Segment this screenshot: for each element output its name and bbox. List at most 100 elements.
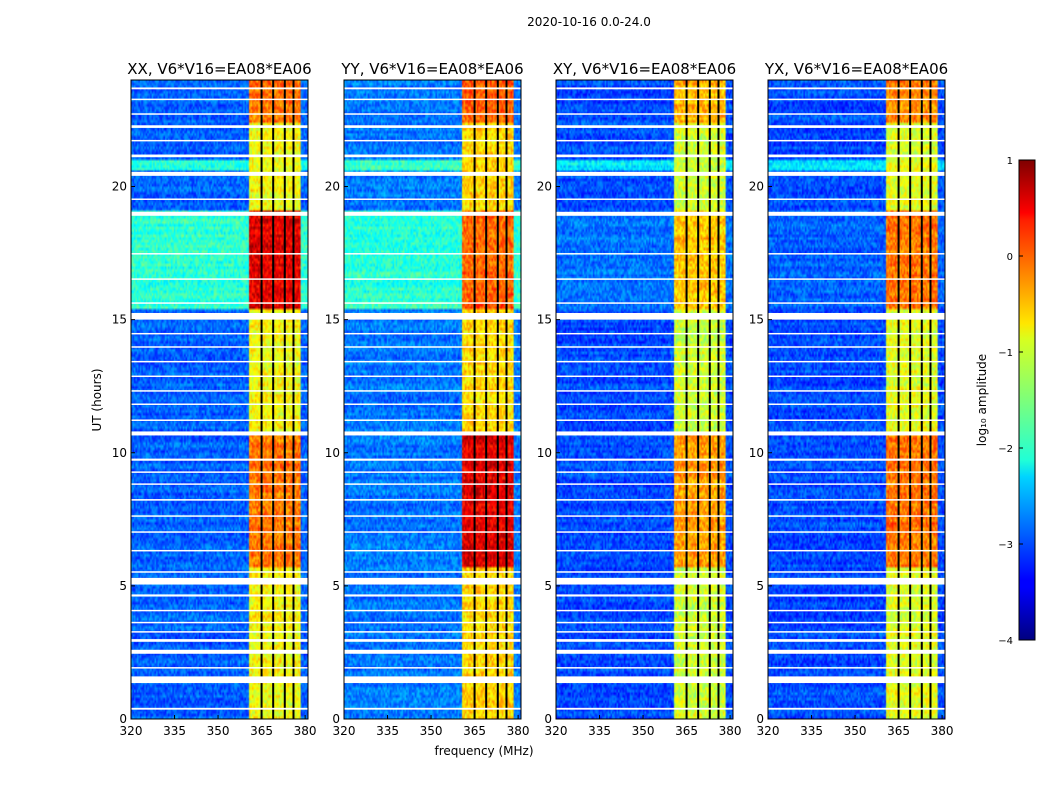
- flagged-row: [344, 98, 521, 101]
- flagged-row: [131, 113, 308, 115]
- flagged-row: [131, 98, 308, 101]
- flagged-row: [131, 154, 308, 158]
- flagged-row: [556, 577, 733, 585]
- y-axis-label: UT (hours): [90, 368, 104, 431]
- flagged-row: [556, 431, 733, 436]
- flagged-row: [556, 139, 733, 142]
- flagged-row: [344, 471, 521, 473]
- flagged-row: [131, 676, 308, 684]
- flagged-row: [131, 667, 308, 669]
- panel-1: XX, V6*V16=EA08*EA06 320 335 350 365 380 0 5 10 1…: [112, 60, 317, 738]
- flagged-row: [344, 639, 521, 642]
- y-tick-label: 0: [119, 712, 127, 726]
- flagged-row: [131, 390, 308, 392]
- flagged-row: [344, 483, 521, 485]
- flagged-row: [768, 419, 945, 421]
- flagged-row: [768, 458, 945, 461]
- flagged-row: [556, 211, 733, 216]
- panel-3: XY, V6*V16=EA08*EA06 320 335 350 365 380 0 5 10 1…: [537, 60, 742, 738]
- flagged-row: [768, 198, 945, 200]
- flagged-row: [768, 332, 945, 335]
- colorbar-gradient: [1018, 159, 1036, 641]
- flagged-row: [344, 531, 521, 533]
- x-tick-label: 365: [675, 724, 698, 738]
- x-tick-label: 350: [632, 724, 655, 738]
- panel-2: YY, V6*V16=EA08*EA06 320 335 350 365 380 0 5 10 1…: [325, 60, 530, 738]
- x-tick-label: 365: [463, 724, 486, 738]
- flagged-row: [768, 113, 945, 115]
- flagged-row: [768, 253, 945, 255]
- flagged-row: [768, 515, 945, 517]
- flagged-row: [131, 332, 308, 335]
- y-tick-label: 5: [119, 579, 127, 593]
- flagged-row: [344, 302, 521, 304]
- flagged-row: [344, 211, 521, 216]
- colorbar-ticks: 1 0 −1 −2 −3 −4: [998, 156, 1023, 647]
- x-tick-label: 350: [844, 724, 867, 738]
- y-tick-label: 20: [325, 180, 340, 194]
- flagged-row: [131, 515, 308, 517]
- flagged-row: [131, 483, 308, 485]
- panels: XX, V6*V16=EA08*EA06 320 335 350 365 380 0 5 10 1…: [112, 60, 954, 738]
- y-tick-label: 5: [332, 579, 340, 593]
- flagged-row: [768, 302, 945, 304]
- flagged-row: [556, 531, 733, 533]
- flagged-row: [556, 649, 733, 654]
- flagged-row: [131, 302, 308, 304]
- flagged-row: [768, 346, 945, 348]
- flagged-row: [556, 707, 733, 710]
- flagged-row: [344, 621, 521, 624]
- x-tick-label: 320: [757, 724, 780, 738]
- flagged-row: [556, 549, 733, 552]
- panel-title: XY, V6*V16=EA08*EA06: [553, 60, 736, 78]
- flagged-row: [344, 649, 521, 654]
- flagged-row: [768, 631, 945, 633]
- x-tick-label: 365: [250, 724, 273, 738]
- y-tick-label: 20: [749, 180, 764, 194]
- flagged-row: [344, 87, 521, 90]
- y-tick-label: 15: [325, 313, 340, 327]
- flagged-row: [131, 278, 308, 280]
- flagged-row: [131, 594, 308, 597]
- flagged-row: [131, 375, 308, 378]
- flagged-row: [556, 346, 733, 348]
- panel-title: YX, V6*V16=EA08*EA06: [764, 60, 948, 78]
- flagged-row: [344, 125, 521, 128]
- colorbar: 1 0 −1 −2 −3 −4 log₁₀ amplitude: [975, 156, 1036, 647]
- x-tick-label: 350: [207, 724, 230, 738]
- flagged-row: [344, 676, 521, 684]
- flagged-row: [344, 332, 521, 335]
- flagged-row: [344, 253, 521, 255]
- flagged-row: [768, 609, 945, 612]
- x-tick-label: 380: [931, 724, 954, 738]
- x-tick-label: 365: [887, 724, 910, 738]
- flagged-row: [768, 577, 945, 585]
- flagged-row: [768, 278, 945, 280]
- spectrum-image: [556, 80, 733, 719]
- y-tick-label: 20: [112, 180, 127, 194]
- flagged-row: [768, 431, 945, 436]
- y-tick-label: 10: [537, 446, 552, 460]
- y-tick-label: 10: [112, 446, 127, 460]
- x-tick-label: 380: [507, 724, 530, 738]
- flagged-row: [344, 403, 521, 405]
- spectrum-image: [768, 80, 945, 719]
- flagged-row: [556, 171, 733, 176]
- flagged-row: [556, 621, 733, 624]
- flagged-row: [768, 87, 945, 90]
- flagged-row: [344, 139, 521, 142]
- flagged-row: [344, 171, 521, 176]
- flagged-row: [131, 531, 308, 533]
- flagged-row: [344, 609, 521, 612]
- flagged-row: [131, 499, 308, 501]
- flagged-row: [768, 403, 945, 405]
- flagged-row: [556, 125, 733, 128]
- flagged-row: [131, 609, 308, 612]
- flagged-row: [556, 609, 733, 612]
- flagged-row: [344, 458, 521, 461]
- flagged-row: [768, 667, 945, 669]
- flagged-row: [344, 431, 521, 436]
- flagged-row: [344, 198, 521, 200]
- flagged-row: [131, 360, 308, 363]
